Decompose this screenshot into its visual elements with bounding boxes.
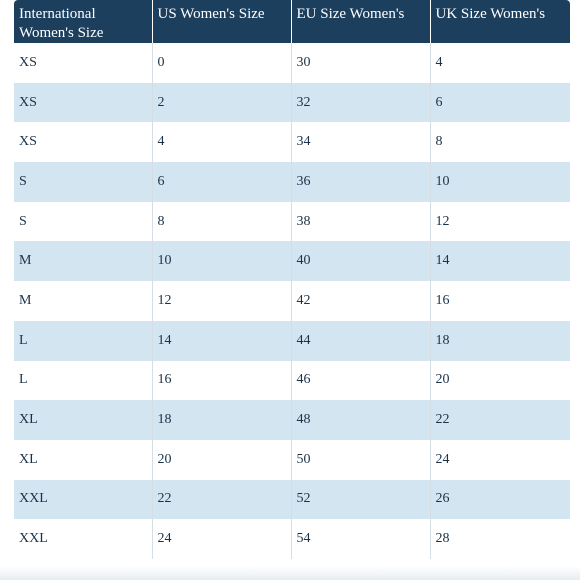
cell-eu-size: 32 (291, 82, 431, 123)
cell-uk-size: 22 (430, 400, 570, 440)
header-us-size: US Women's Size (152, 0, 292, 43)
cell-us-size: 10 (152, 241, 292, 282)
bottom-fade (0, 566, 580, 580)
table-row: L 14 44 18 (14, 320, 570, 361)
header-international-size: International Women's Size (14, 0, 153, 43)
cell-eu-size: 48 (291, 400, 431, 440)
cell-uk-size: 14 (430, 241, 570, 282)
cell-uk-size: 28 (430, 519, 570, 559)
header-uk-size: UK Size Women's (430, 0, 570, 43)
cell-international-size: M (14, 281, 153, 321)
header-eu-size: EU Size Women's (291, 0, 431, 43)
cell-international-size: XL (14, 400, 153, 440)
table-row: XS 0 30 4 (14, 43, 570, 83)
cell-international-size: XS (14, 43, 153, 83)
table-row: S 8 38 12 (14, 201, 570, 242)
cell-eu-size: 38 (291, 201, 431, 242)
header-row: International Women's Size US Women's Si… (14, 0, 570, 43)
cell-eu-size: 30 (291, 43, 431, 83)
cell-international-size: XXL (14, 479, 153, 520)
cell-us-size: 0 (152, 43, 292, 83)
cell-international-size: S (14, 201, 153, 242)
cell-international-size: XS (14, 122, 153, 163)
cell-uk-size: 24 (430, 439, 570, 480)
cell-eu-size: 44 (291, 320, 431, 361)
table-row: M 12 42 16 (14, 281, 570, 321)
cell-uk-size: 6 (430, 82, 570, 123)
cell-uk-size: 16 (430, 281, 570, 321)
cell-uk-size: 20 (430, 360, 570, 401)
cell-us-size: 20 (152, 439, 292, 480)
cell-eu-size: 34 (291, 122, 431, 163)
cell-us-size: 2 (152, 82, 292, 123)
cell-eu-size: 36 (291, 162, 431, 202)
cell-us-size: 14 (152, 320, 292, 361)
cell-us-size: 8 (152, 201, 292, 242)
table-row: XL 18 48 22 (14, 400, 570, 440)
cell-us-size: 4 (152, 122, 292, 163)
size-table: International Women's Size US Women's Si… (14, 0, 570, 559)
cell-us-size: 22 (152, 479, 292, 520)
cell-uk-size: 8 (430, 122, 570, 163)
cell-eu-size: 50 (291, 439, 431, 480)
cell-international-size: XS (14, 82, 153, 123)
cell-us-size: 6 (152, 162, 292, 202)
table-row: XL 20 50 24 (14, 439, 570, 480)
cell-uk-size: 12 (430, 201, 570, 242)
cell-uk-size: 18 (430, 320, 570, 361)
cell-uk-size: 4 (430, 43, 570, 83)
cell-eu-size: 52 (291, 479, 431, 520)
cell-international-size: XXL (14, 519, 153, 559)
table-body: XS 0 30 4 XS 2 32 6 XS 4 34 8 S 6 36 10 S 8 38 12 M 10 40 14 M 12… (14, 43, 570, 559)
cell-eu-size: 42 (291, 281, 431, 321)
cell-international-size: L (14, 320, 153, 361)
cell-eu-size: 46 (291, 360, 431, 401)
cell-us-size: 24 (152, 519, 292, 559)
cell-international-size: S (14, 162, 153, 202)
size-chart: International Women's Size US Women's Si… (14, 0, 570, 559)
table-row: XS 4 34 8 (14, 122, 570, 163)
table-row: XS 2 32 6 (14, 82, 570, 123)
cell-uk-size: 26 (430, 479, 570, 520)
table-row: XXL 22 52 26 (14, 479, 570, 520)
table-row: S 6 36 10 (14, 162, 570, 202)
cell-eu-size: 40 (291, 241, 431, 282)
cell-eu-size: 54 (291, 519, 431, 559)
cell-international-size: L (14, 360, 153, 401)
cell-us-size: 12 (152, 281, 292, 321)
table-header: International Women's Size US Women's Si… (14, 0, 570, 43)
cell-international-size: M (14, 241, 153, 282)
cell-us-size: 16 (152, 360, 292, 401)
table-row: XXL 24 54 28 (14, 519, 570, 559)
cell-international-size: XL (14, 439, 153, 480)
table-row: M 10 40 14 (14, 241, 570, 282)
cell-uk-size: 10 (430, 162, 570, 202)
table-row: L 16 46 20 (14, 360, 570, 401)
cell-us-size: 18 (152, 400, 292, 440)
